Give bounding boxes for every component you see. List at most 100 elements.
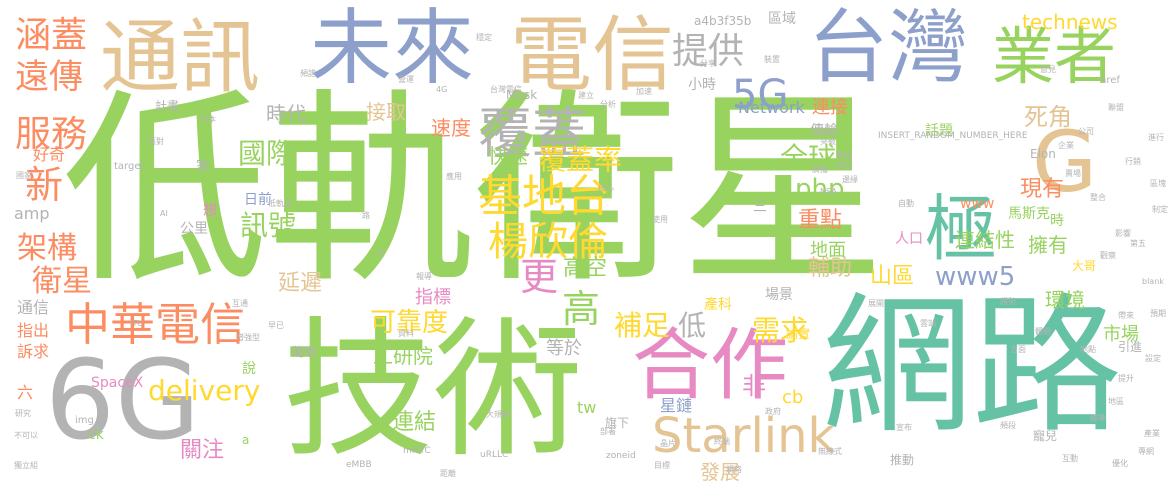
word: 台灣 [808, 1, 968, 94]
word: 架構 [17, 231, 77, 266]
word: tw [577, 398, 597, 417]
word: blank [1142, 277, 1164, 286]
word: target [114, 161, 145, 172]
word: 互動 [1062, 454, 1078, 463]
word: Elon [1030, 147, 1056, 161]
word: 第五 [1130, 239, 1146, 248]
word: 標準 [1090, 414, 1106, 423]
word: NSA [820, 187, 837, 196]
word: amp [14, 204, 50, 223]
word: 馬斯克 [1008, 206, 1050, 222]
word: INSERT_RANDOM_NUMBER_HERE [878, 131, 1028, 141]
word: 重點 [798, 208, 843, 233]
word: 輔助 [808, 256, 853, 281]
word: 遠傳 [15, 57, 83, 97]
word: 研究 [15, 409, 31, 418]
word: 制定 [1152, 205, 1168, 214]
word: eMBB [346, 460, 372, 470]
word: 業者 [992, 20, 1117, 93]
word: 宣布 [896, 423, 912, 432]
word: 區域 [768, 11, 796, 27]
word: 補足 [614, 309, 671, 342]
word: 邊緣 [842, 175, 858, 184]
word: www5 [935, 262, 1016, 292]
word: 新 [25, 163, 64, 207]
word: 整合 [1090, 193, 1106, 202]
word: 技術 [283, 304, 584, 478]
word: 指標 [415, 287, 451, 308]
word: 龍頭 [292, 345, 317, 359]
word: 不可以 [14, 431, 38, 440]
word: 計畫 [155, 99, 180, 113]
word: 設定 [1145, 354, 1161, 363]
word: technews [1022, 10, 1118, 34]
word: 互通 [232, 299, 248, 308]
word: 楊欣倫 [488, 219, 608, 265]
word: 獨立組 [14, 461, 38, 470]
word: 網路 [822, 280, 1123, 454]
word: 工研院 [373, 344, 433, 368]
word: 訴求 [17, 342, 50, 361]
word: 地點 [1080, 345, 1096, 354]
word: 進行 [1148, 133, 1164, 142]
word: 觀察 [1100, 251, 1116, 260]
word: 核心 [598, 184, 614, 193]
word: 提升 [1118, 374, 1134, 383]
word: Starlink [652, 408, 836, 464]
word: 專網 [1138, 447, 1154, 456]
word: 使用 [652, 215, 668, 224]
word: 應用 [446, 172, 462, 181]
word: 星鏈 [660, 396, 693, 415]
word: a [242, 433, 250, 447]
word: 提供 [672, 31, 745, 72]
word: 快速 [488, 144, 528, 168]
word: 意見 [1040, 65, 1056, 74]
word: 需求 [752, 314, 809, 347]
word: 衛星 [32, 264, 92, 299]
word: 低軌衛星 [62, 71, 887, 311]
word: a4b3f35b [694, 14, 752, 28]
word: ck [88, 427, 104, 443]
word: 時代 [266, 102, 306, 126]
word: 極 [925, 187, 998, 271]
word: 人口 [895, 231, 923, 247]
word: 大哥 [1072, 259, 1097, 273]
word: 加速 [636, 87, 652, 96]
word: 公里 [180, 221, 208, 237]
word: 服務 [15, 114, 88, 155]
word: 帶來 [1118, 311, 1134, 320]
word: 5G [732, 72, 789, 118]
word: 指出 [17, 321, 50, 340]
word: 現有 [1020, 177, 1065, 202]
word: 電信 [510, 8, 675, 103]
word: uRLLC [480, 450, 509, 460]
word: 速度 [431, 116, 471, 140]
word: 影響 [1115, 229, 1131, 238]
word: 企業 [1058, 141, 1074, 150]
word: 中華電信 [65, 298, 246, 351]
word: 死角 [1024, 103, 1072, 131]
word: G [1032, 113, 1098, 211]
word: 寵兒 [1033, 429, 1058, 443]
word: 終端 [714, 437, 730, 446]
word: AI [160, 209, 168, 218]
word: href [1100, 75, 1120, 86]
word: 裝置 [764, 55, 780, 64]
word: 距離 [440, 469, 456, 478]
word: 突破 [820, 137, 836, 146]
word: 展開 [868, 299, 884, 308]
word: 早已 [268, 321, 284, 330]
word: 頻段 [1000, 421, 1016, 430]
word: 時 [1050, 213, 1064, 229]
word: 面對 [148, 137, 164, 146]
word: 引進 [1118, 340, 1143, 354]
word: 日本 [200, 115, 216, 124]
word: 市場 [1103, 324, 1139, 345]
word: 接取 [366, 100, 406, 124]
word: 連結性 [955, 228, 1015, 252]
word: 台灣電信 [490, 85, 522, 94]
word: 連結 [392, 410, 437, 435]
word: 預期 [1150, 309, 1166, 318]
word: 部署 [600, 427, 616, 436]
